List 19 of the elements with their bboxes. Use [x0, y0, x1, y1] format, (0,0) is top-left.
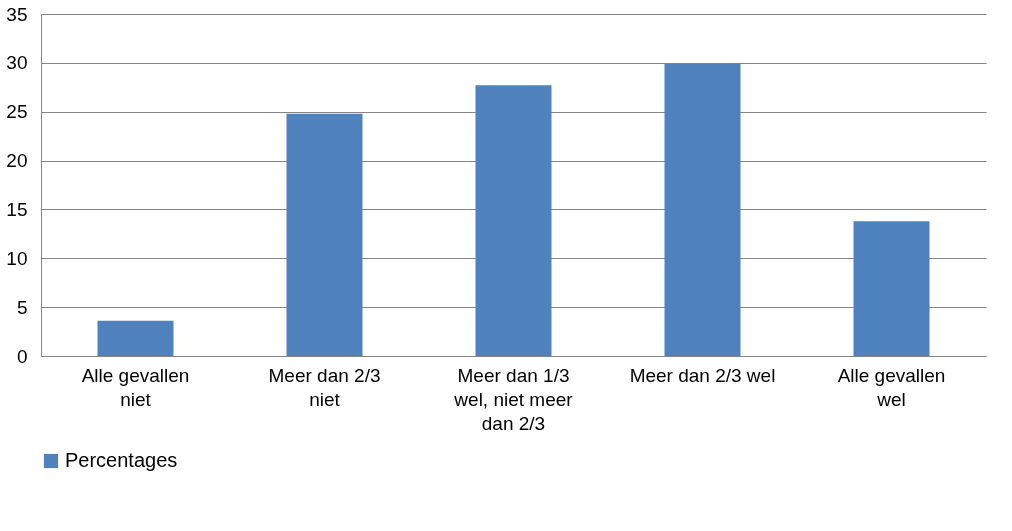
y-tick-label: 5: [16, 296, 28, 318]
y-tick-label: 35: [6, 3, 28, 25]
y-tick-label: 30: [6, 52, 28, 74]
x-tick-label: Meer dan 2/3 niet: [268, 364, 381, 410]
x-tick-label: Meer dan 2/3 wel: [629, 364, 776, 386]
y-tick-label: 25: [6, 101, 28, 123]
legend-label: Percentages: [65, 449, 178, 471]
bar: [97, 320, 174, 356]
bar: [664, 63, 741, 356]
y-tick-label: 10: [6, 247, 28, 269]
y-tick-label: 20: [6, 150, 28, 172]
y-tick-label: 0: [16, 345, 28, 367]
bar: [286, 113, 363, 356]
x-tick-label: Meer dan 1/3 wel, niet meer dan 2/3: [453, 364, 574, 434]
bar: [853, 221, 930, 356]
y-tick-label: 15: [6, 198, 28, 220]
bar: [475, 85, 552, 356]
x-tick-label: Alle gevallen niet: [81, 364, 190, 410]
x-tick-label: Alle gevallen wel: [837, 364, 946, 410]
